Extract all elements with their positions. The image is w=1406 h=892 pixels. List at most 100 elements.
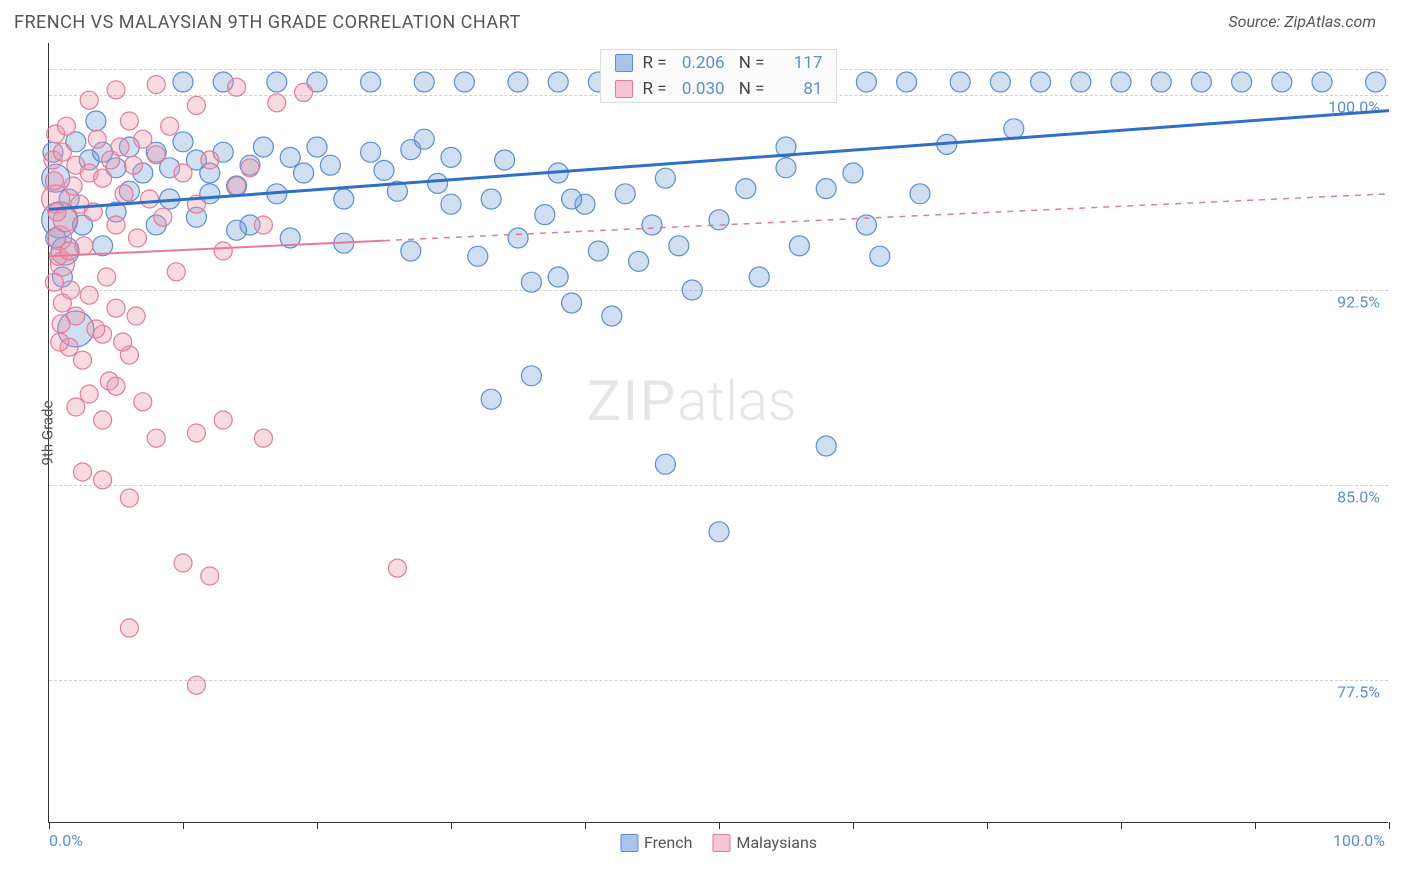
data-point	[1071, 72, 1091, 92]
x-tick	[317, 822, 318, 829]
data-point	[141, 190, 159, 208]
data-point	[950, 72, 970, 92]
data-point	[508, 72, 528, 92]
data-point	[134, 130, 152, 148]
data-point	[201, 151, 219, 169]
data-point	[107, 81, 125, 99]
data-point	[127, 307, 145, 325]
legend-n-value: 81	[774, 79, 822, 99]
data-point	[521, 272, 541, 292]
data-point	[897, 72, 917, 92]
chart-header: FRENCH VS MALAYSIAN 9TH GRADE CORRELATIO…	[0, 0, 1406, 39]
data-point	[254, 429, 272, 447]
correlation-legend-row: R =0.206 N =117	[601, 50, 837, 76]
legend-r-value: 0.206	[677, 53, 725, 73]
series-legend: French Malaysians	[620, 833, 817, 852]
data-point	[870, 246, 890, 266]
data-point	[481, 389, 501, 409]
data-point	[87, 320, 105, 338]
data-point	[361, 142, 381, 162]
data-point	[88, 130, 106, 148]
data-point	[61, 281, 79, 299]
data-point	[454, 72, 474, 92]
data-point	[174, 554, 192, 572]
data-point	[64, 177, 82, 195]
data-point	[615, 184, 635, 204]
data-point	[267, 72, 287, 92]
data-point	[57, 117, 75, 135]
data-point	[74, 351, 92, 369]
data-point	[147, 76, 165, 94]
data-point	[535, 205, 555, 225]
series-legend-item: Malaysians	[712, 833, 817, 852]
data-point	[508, 228, 528, 248]
data-point	[128, 229, 146, 247]
data-point	[80, 385, 98, 403]
data-point	[602, 306, 622, 326]
data-point	[910, 184, 930, 204]
data-point	[816, 179, 836, 199]
data-point	[441, 147, 461, 167]
data-point	[388, 559, 406, 577]
data-point	[111, 138, 129, 156]
data-point	[120, 112, 138, 130]
x-tick	[183, 822, 184, 829]
data-point	[749, 267, 769, 287]
data-point	[147, 146, 165, 164]
data-point	[481, 189, 501, 209]
legend-swatch	[615, 80, 633, 98]
data-point	[51, 333, 69, 351]
data-point	[45, 172, 63, 190]
data-point	[114, 333, 132, 351]
data-point	[94, 471, 112, 489]
data-point	[1151, 72, 1171, 92]
data-point	[173, 72, 193, 92]
data-point	[161, 117, 179, 135]
x-tick	[1389, 822, 1390, 829]
data-point	[201, 567, 219, 585]
data-point	[334, 189, 354, 209]
data-point	[94, 169, 112, 187]
legend-r-label: R =	[643, 79, 667, 99]
data-point	[495, 150, 515, 170]
data-point	[682, 280, 702, 300]
correlation-chart: 9th Grade ZIPatlas 77.5%85.0%92.5%100.0%…	[48, 43, 1388, 823]
x-tick	[451, 822, 452, 829]
legend-swatch	[712, 834, 730, 852]
data-point	[562, 189, 582, 209]
data-point	[588, 241, 608, 261]
data-point	[52, 315, 70, 333]
correlation-legend-row: R =0.030 N =81	[601, 76, 837, 102]
data-point	[441, 194, 461, 214]
x-tick	[1121, 822, 1122, 829]
data-point	[147, 429, 165, 447]
data-point	[228, 78, 246, 96]
data-point	[1004, 119, 1024, 139]
data-point	[167, 263, 185, 281]
data-point	[107, 299, 125, 317]
series-legend-item: French	[620, 833, 692, 852]
legend-swatch	[615, 54, 633, 72]
data-point	[374, 160, 394, 180]
data-point	[468, 246, 488, 266]
data-point	[48, 203, 66, 221]
data-point	[124, 156, 142, 174]
data-point	[307, 137, 327, 157]
correlation-legend: R =0.206 N =117 R = 0.030 N = 81	[600, 49, 838, 103]
data-point	[414, 129, 434, 149]
data-point	[228, 177, 246, 195]
data-point	[320, 155, 340, 175]
data-point	[1312, 72, 1332, 92]
data-point	[1031, 72, 1051, 92]
legend-r-value: 0.030	[677, 79, 725, 99]
data-point	[227, 220, 247, 240]
plot-svg	[49, 43, 1389, 823]
x-tick	[853, 822, 854, 829]
legend-n-label: N =	[735, 53, 765, 73]
data-point	[115, 185, 133, 203]
data-point	[241, 159, 259, 177]
data-point	[669, 236, 689, 256]
data-point	[1366, 72, 1386, 92]
data-point	[789, 236, 809, 256]
data-point	[548, 267, 568, 287]
